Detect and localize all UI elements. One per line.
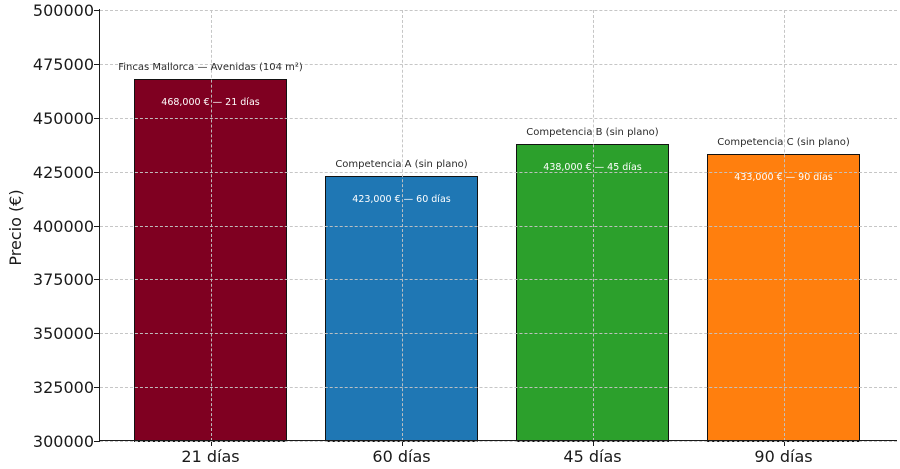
y-axis-spine: [99, 9, 100, 442]
y-tick-mark: [94, 387, 100, 389]
x-tick-label: 45 días: [563, 447, 622, 466]
bar-inner-label: 423,000 € — 60 días: [352, 193, 451, 205]
grid-line-h: [100, 171, 897, 173]
grid-line-h: [100, 10, 897, 11]
bar-inner-label: 433,000 € — 90 días: [734, 172, 833, 184]
grid-line-v: [210, 10, 212, 441]
y-tick-label: 300000: [32, 432, 94, 451]
x-tick-label: 21 días: [181, 447, 240, 466]
y-tick-mark: [94, 225, 100, 227]
x-tick-mark: [592, 442, 594, 446]
y-tick-label: 400000: [32, 216, 94, 236]
grid-line-h: [100, 279, 897, 281]
grid-line-h: [100, 117, 897, 119]
y-tick-mark: [94, 10, 100, 11]
y-tick-label: 425000: [32, 162, 94, 182]
bar-inner-label: 468,000 € — 21 días: [161, 96, 260, 108]
grid-line-h: [100, 441, 897, 442]
grid-line-v: [592, 10, 594, 441]
bar-above-label: Fincas Mallorca — Avenidas (104 m²): [118, 61, 303, 73]
x-tick-mark: [783, 442, 785, 446]
grid-line-h: [100, 225, 897, 227]
grid-line-v: [401, 10, 403, 441]
x-tick-mark: [210, 442, 212, 446]
y-tick-mark: [94, 333, 100, 335]
y-tick-label: 350000: [32, 324, 94, 344]
y-tick-mark: [94, 441, 100, 442]
x-tick-label: 90 días: [754, 447, 813, 466]
y-tick-label: 500000: [32, 1, 94, 20]
x-tick-label: 60 días: [372, 447, 431, 466]
bar-above-label: Competencia A (sin plano): [335, 158, 468, 170]
bar-above-label: Competencia B (sin plano): [526, 126, 659, 138]
x-axis-spine: [99, 440, 897, 441]
y-tick-label: 450000: [32, 108, 94, 128]
bar-above-label: Competencia C (sin plano): [717, 137, 850, 149]
grid-line-h: [100, 63, 897, 65]
grid-line-h: [100, 333, 897, 335]
y-tick-label: 375000: [32, 270, 94, 290]
y-tick-label: 475000: [32, 54, 94, 74]
y-tick-mark: [94, 117, 100, 119]
y-tick-mark: [94, 279, 100, 281]
bar-inner-label: 438,000 € — 45 días: [543, 161, 642, 173]
y-tick-mark: [94, 171, 100, 173]
grid-line-v: [783, 10, 785, 441]
y-tick-label: 325000: [32, 378, 94, 398]
y-tick-mark: [94, 63, 100, 65]
grid-line-h: [100, 387, 897, 389]
x-tick-mark: [401, 442, 403, 446]
